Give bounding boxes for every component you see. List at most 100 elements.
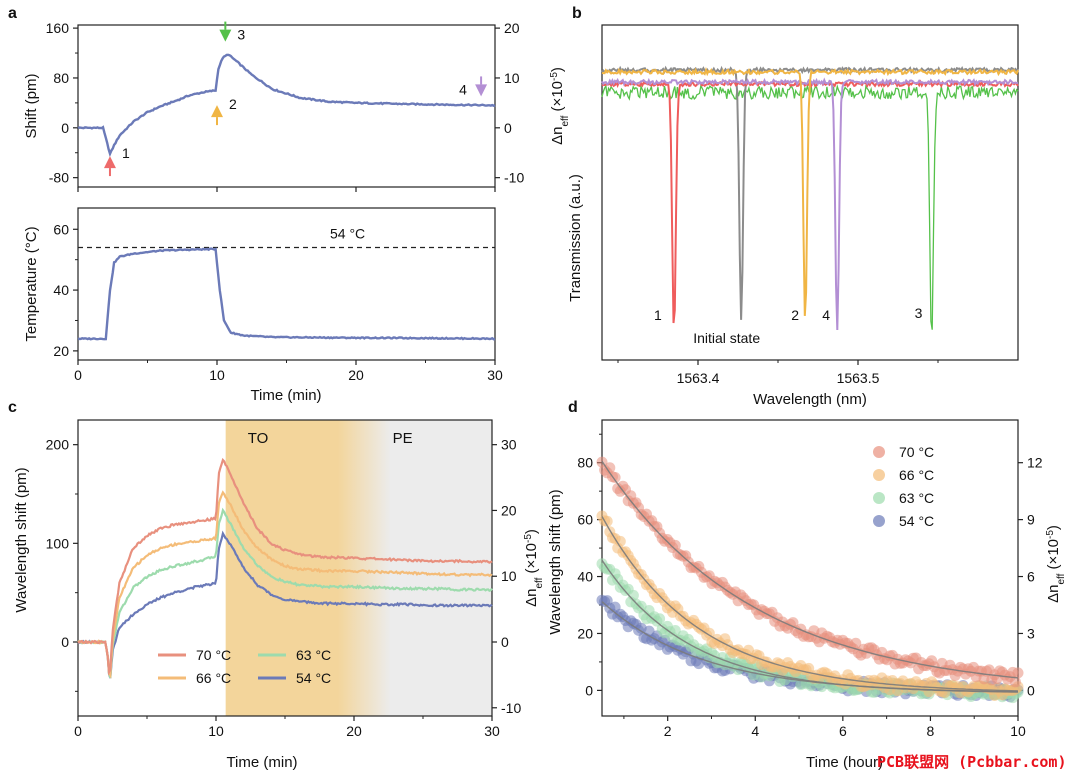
- panel-d-right-label: 0: [1027, 682, 1035, 698]
- panel-c-right-label: 10: [501, 568, 517, 584]
- panel-b-frame: [601, 24, 1019, 361]
- panel-d-ytick-label: 80: [577, 455, 593, 471]
- panel-a-right-label: -10: [504, 170, 524, 186]
- panel-a-right-label: 0: [504, 120, 512, 136]
- panel-d-ylabel-right: Δneff (×10-5): [1045, 525, 1067, 603]
- panel-a-top-ytick-label: 160: [46, 20, 70, 36]
- annotation-label-4: 4: [459, 81, 467, 97]
- panel-a-bottom-ytick-label: 60: [53, 221, 69, 237]
- panel-d-legend-label-70C: 70 °C: [899, 444, 934, 460]
- legend-label-70C: 70 °C: [196, 647, 231, 663]
- panel-c-ytick-label: 200: [46, 437, 70, 453]
- panel-a-top-ytick-label: -80: [49, 170, 69, 186]
- panel-d-right-label: 9: [1027, 512, 1035, 528]
- region-label-TO: TO: [248, 430, 269, 447]
- panel-d-ylabel: Wavelength shift (pm): [547, 489, 564, 634]
- data-point-66C: [703, 627, 715, 639]
- panel-a-temperature-line: [77, 247, 496, 341]
- spectrum-label-4: 4: [822, 307, 830, 323]
- spectrum-line-4: [601, 77, 1019, 331]
- legend-label-54C: 54 °C: [296, 670, 331, 686]
- spectrum-line-2: [601, 66, 1019, 316]
- panel-c-line-66C: [77, 490, 493, 679]
- annotation-arrow-1: [103, 156, 116, 169]
- fit-line-70C: [601, 460, 1019, 679]
- legend-label-66C: 66 °C: [196, 670, 231, 686]
- panel-a-top-frame: [77, 24, 496, 188]
- panel-a-right-label: 10: [504, 70, 520, 86]
- panel-a-bottom-ytick-label: 20: [53, 343, 69, 359]
- panel-d-xtick-label: 10: [1010, 723, 1026, 739]
- panel-d-right-label: 3: [1027, 625, 1035, 641]
- panel-c-ytick-label: 0: [61, 634, 69, 650]
- data-point-70C: [1009, 676, 1021, 688]
- spectrum-line-1: [601, 79, 1019, 324]
- panel-c-xtick-label: 20: [346, 723, 362, 739]
- panel-letter-d: d: [568, 399, 578, 416]
- panel-d-xtick-label: 8: [927, 723, 935, 739]
- panel-c-xtick-label: 30: [484, 723, 500, 739]
- panel-a-xtick-label: 0: [74, 367, 82, 383]
- panel-c-line-70C: [77, 457, 493, 676]
- panel-c-xtick-label: 10: [208, 723, 224, 739]
- panel-d-legend-label-63C: 63 °C: [899, 490, 934, 506]
- spectrum-label-2: 2: [791, 307, 799, 323]
- panel-d-right-label: 12: [1027, 455, 1043, 471]
- panel-a-right-label: 20: [504, 20, 520, 36]
- panel-c-ytick-label: 100: [46, 535, 70, 551]
- panel-a-xtick-label: 30: [487, 367, 503, 383]
- panel-d-ytick-label: 40: [577, 569, 593, 585]
- data-point-66C: [601, 515, 613, 527]
- data-point-70C: [604, 462, 616, 474]
- panel-b-xtick-label: 1563.4: [677, 370, 720, 386]
- panel-d-legend-label-66C: 66 °C: [899, 467, 934, 483]
- panel-c-line-63C: [77, 507, 493, 679]
- spectrum-label-initial-state: Initial state: [693, 330, 760, 346]
- spectrum-label-3: 3: [915, 305, 923, 321]
- panel-a-xtick-label: 20: [348, 367, 364, 383]
- panel-letter-b: b: [572, 5, 582, 22]
- panel-d-ytick-label: 0: [585, 682, 593, 698]
- legend-marker-63C: [873, 492, 885, 504]
- panel-c-xtick-label: 0: [74, 723, 82, 739]
- panel-b-ylabel: Transmission (a.u.): [567, 174, 584, 302]
- panel-c-xlabel: Time (min): [226, 754, 297, 771]
- data-point-66C: [614, 535, 626, 547]
- data-point-70C: [609, 472, 621, 483]
- annotation-label-3: 3: [237, 27, 245, 43]
- reference-line-label: 54 °C: [330, 226, 365, 242]
- panel-d-xtick-label: 4: [751, 723, 759, 739]
- panel-d-right-label: 6: [1027, 569, 1035, 585]
- panel-c-right-label: 20: [501, 502, 517, 518]
- region-label-PE: PE: [393, 430, 413, 447]
- panel-c-ylabel-right: Δneff (×10-5): [523, 529, 545, 607]
- spectrum-line-initial-state: [601, 65, 1019, 320]
- panel-a-xlabel: Time (min): [250, 387, 321, 404]
- watermark-text: PCB联盟网 (Pcbbar.com): [877, 753, 1067, 771]
- panel-b-xlabel: Wavelength (nm): [753, 391, 867, 408]
- panel-d-legend-label-54C: 54 °C: [899, 513, 934, 529]
- region-TO-PE-background: [225, 420, 492, 716]
- data-point-70C: [850, 637, 862, 649]
- annotation-label-2: 2: [229, 96, 237, 112]
- fit-line-66C: [601, 516, 1019, 692]
- panel-a-bottom-ytick-label: 40: [53, 282, 69, 298]
- legend-marker-54C: [873, 515, 885, 527]
- legend-marker-66C: [873, 469, 885, 481]
- panel-a-xtick-label: 10: [209, 367, 225, 383]
- panel-c-right-label: -10: [501, 700, 521, 716]
- legend-label-63C: 63 °C: [296, 647, 331, 663]
- panel-d-ytick-label: 20: [577, 625, 593, 641]
- panel-letter-c: c: [8, 399, 17, 416]
- panel-c-right-label: 30: [501, 437, 517, 453]
- panel-c-ylabel: Wavelength shift (pm): [13, 467, 30, 612]
- panel-d-xtick-label: 2: [664, 723, 672, 739]
- data-point-70C: [669, 539, 681, 551]
- panel-a-top-ytick-label: 80: [53, 70, 69, 86]
- panel-a-ylabel-right: Δneff (×10-5): [549, 67, 571, 145]
- panel-d-xtick-label: 6: [839, 723, 847, 739]
- annotation-arrow-2: [211, 105, 223, 118]
- data-point-70C: [1012, 667, 1024, 679]
- panel-letter-a: a: [8, 5, 17, 22]
